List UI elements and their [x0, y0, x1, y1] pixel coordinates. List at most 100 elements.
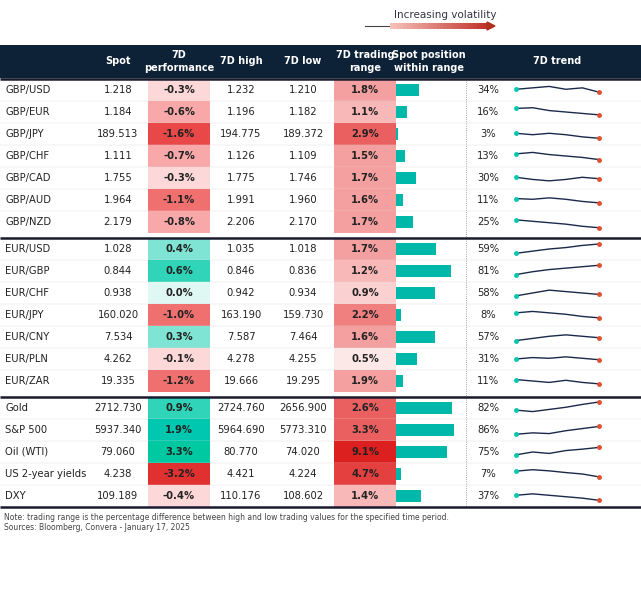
Text: 7D
performance: 7D performance [144, 50, 214, 72]
Bar [0, 485, 641, 507]
Bar [334, 441, 396, 463]
Text: 7D high: 7D high [220, 57, 262, 66]
Text: Gold: Gold [5, 403, 28, 413]
Text: 30%: 30% [477, 173, 499, 183]
Text: 80.770: 80.770 [224, 447, 258, 457]
Text: 194.775: 194.775 [221, 129, 262, 139]
Text: 81%: 81% [477, 266, 499, 276]
Text: 1.991: 1.991 [227, 195, 255, 205]
Text: -0.6%: -0.6% [163, 107, 195, 117]
Text: 2.170: 2.170 [288, 217, 317, 227]
Bar [334, 419, 396, 441]
Text: 1.9%: 1.9% [351, 376, 379, 386]
Bar [0, 348, 641, 370]
Text: EUR/USD: EUR/USD [5, 244, 50, 254]
Text: 16%: 16% [477, 107, 499, 117]
Text: -0.3%: -0.3% [163, 173, 195, 183]
Bar [483, 23, 487, 29]
Text: 1.1%: 1.1% [351, 107, 379, 117]
Bar [396, 194, 403, 206]
Bar [396, 84, 419, 96]
Text: 1.232: 1.232 [227, 85, 255, 95]
Bar [410, 23, 414, 29]
Bar [334, 145, 396, 167]
Bar [0, 441, 641, 463]
Text: 11%: 11% [477, 195, 499, 205]
Text: 163.190: 163.190 [221, 310, 262, 320]
Text: 0.846: 0.846 [227, 266, 255, 276]
Text: 0.5%: 0.5% [351, 354, 379, 364]
Text: EUR/GBP: EUR/GBP [5, 266, 49, 276]
Text: 2.179: 2.179 [104, 217, 133, 227]
Text: 2.2%: 2.2% [351, 310, 379, 320]
Text: -1.2%: -1.2% [163, 376, 195, 386]
Text: 1.7%: 1.7% [351, 173, 379, 183]
Text: Note: trading range is the percentage difference between high and low trading va: Note: trading range is the percentage di… [4, 513, 449, 522]
Text: 4.421: 4.421 [227, 469, 255, 479]
Text: -3.2%: -3.2% [163, 469, 195, 479]
Text: 1.111: 1.111 [104, 151, 133, 161]
Bar [0, 463, 641, 485]
Text: 2.9%: 2.9% [351, 129, 379, 139]
Bar [148, 238, 210, 260]
Text: 75%: 75% [477, 447, 499, 457]
Bar [390, 23, 394, 29]
Text: 19.295: 19.295 [285, 376, 320, 386]
Bar [396, 216, 413, 228]
Text: 4.224: 4.224 [288, 469, 317, 479]
Text: 4.262: 4.262 [104, 354, 132, 364]
Bar [334, 370, 396, 392]
Text: 7D trading
range: 7D trading range [336, 50, 394, 72]
Bar [396, 353, 417, 365]
Bar [0, 370, 641, 392]
Text: 0.942: 0.942 [227, 288, 255, 298]
Text: 1.035: 1.035 [227, 244, 255, 254]
Text: 7D low: 7D low [285, 57, 322, 66]
Text: 1.775: 1.775 [227, 173, 255, 183]
Text: GBP/JPY: GBP/JPY [5, 129, 44, 139]
Text: 11%: 11% [477, 376, 499, 386]
Text: EUR/JPY: EUR/JPY [5, 310, 44, 320]
Bar [334, 238, 396, 260]
Text: 0.4%: 0.4% [165, 244, 193, 254]
Text: 5964.690: 5964.690 [217, 425, 265, 435]
Text: 4.255: 4.255 [288, 354, 317, 364]
Bar [406, 23, 410, 29]
Text: 2724.760: 2724.760 [217, 403, 265, 413]
Bar [396, 468, 401, 480]
Text: 1.8%: 1.8% [351, 85, 379, 95]
Bar [0, 123, 641, 145]
Text: GBP/CAD: GBP/CAD [5, 173, 51, 183]
Text: 0.9%: 0.9% [165, 403, 193, 413]
Text: Oil (WTI): Oil (WTI) [5, 447, 48, 457]
Bar [334, 348, 396, 370]
Bar [0, 145, 641, 167]
Text: 5773.310: 5773.310 [279, 425, 327, 435]
Text: 1.018: 1.018 [288, 244, 317, 254]
Bar [0, 326, 641, 348]
Text: GBP/CHF: GBP/CHF [5, 151, 49, 161]
Text: -0.8%: -0.8% [163, 217, 195, 227]
Text: 189.372: 189.372 [283, 129, 324, 139]
Bar [397, 23, 401, 29]
Bar [334, 463, 396, 485]
Text: 9.1%: 9.1% [351, 447, 379, 457]
Bar [148, 167, 210, 189]
Bar [470, 23, 474, 29]
Text: 7D trend: 7D trend [533, 57, 581, 66]
Bar [334, 485, 396, 507]
Text: 0.938: 0.938 [104, 288, 132, 298]
Text: 1.4%: 1.4% [351, 491, 379, 501]
Text: 189.513: 189.513 [97, 129, 138, 139]
Bar [0, 167, 641, 189]
Bar [334, 304, 396, 326]
Bar [413, 23, 417, 29]
FancyArrow shape [487, 22, 495, 30]
Bar [447, 23, 451, 29]
Text: 1.964: 1.964 [104, 195, 132, 205]
Bar [148, 326, 210, 348]
Bar [453, 23, 457, 29]
Text: Sources: Bloomberg, Convera - January 17, 2025: Sources: Bloomberg, Convera - January 17… [4, 523, 190, 532]
Text: Spot position
within range: Spot position within range [392, 50, 466, 72]
Text: 7.464: 7.464 [288, 332, 317, 342]
